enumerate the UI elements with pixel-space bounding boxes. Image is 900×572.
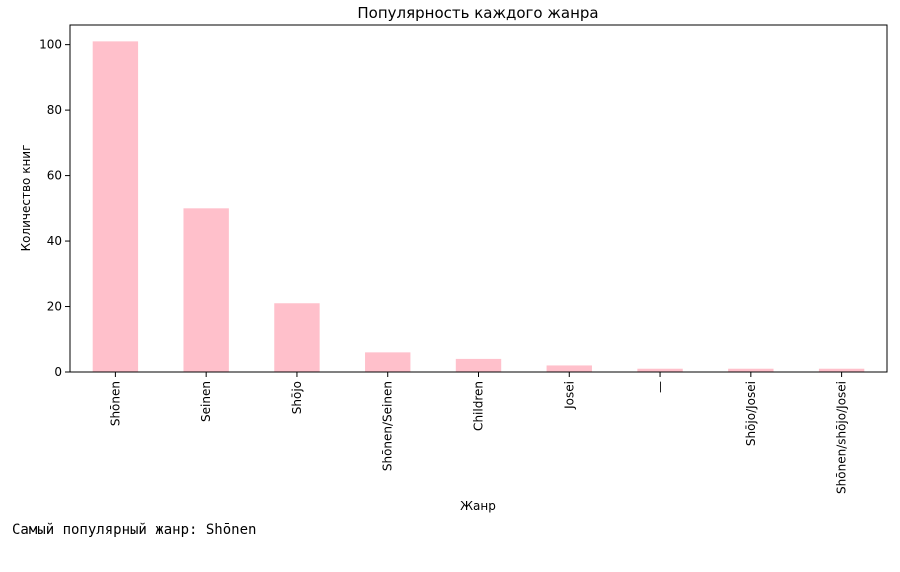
- y-tick-label: 100: [39, 38, 62, 52]
- y-ticks-group: 0 20 40 60 80 100: [39, 38, 70, 379]
- bars-group: [92, 41, 865, 373]
- bar-1: [183, 208, 229, 372]
- y-tick-label: 80: [47, 103, 62, 117]
- bar-3: [365, 352, 411, 372]
- plot-frame: [69, 24, 888, 373]
- x-tick-label: Shōnen: [108, 381, 122, 426]
- bar-2: [274, 303, 320, 372]
- chart-title: Популярность каждого жанра: [357, 4, 598, 22]
- x-tick-label: Shōnen/Seinen: [381, 381, 395, 471]
- x-tick-label: Shōjo/Josei: [744, 381, 758, 446]
- bar-0: [92, 41, 139, 373]
- y-tick-label: 40: [47, 234, 62, 248]
- bar-8: [818, 368, 865, 372]
- x-tick-label: Seinen: [199, 381, 213, 422]
- bar-5: [546, 365, 592, 372]
- x-tick-label: Children: [472, 381, 486, 431]
- x-tick-label: Josei: [562, 381, 576, 410]
- bar-4: [455, 358, 502, 372]
- x-tick-label: —: [653, 381, 667, 393]
- x-tick-label: Shōnen/shōjo/Josei: [835, 381, 849, 494]
- y-tick-label: 60: [47, 169, 62, 183]
- bar-chart: Популярность каждого жанра 020406080100 …: [19, 4, 888, 513]
- y-tick-label: 0: [54, 365, 62, 379]
- x-tick-label: Shōjo: [290, 381, 304, 414]
- y-axis-label: Количество книг: [19, 145, 33, 252]
- x-axis-label: Жанр: [460, 499, 496, 513]
- y-tick-label: 20: [47, 300, 62, 314]
- bar-7: [728, 368, 774, 372]
- bar-6: [637, 368, 683, 372]
- x-ticks-group: Shōnen Seinen Shōjo Shōnen/Seinen Children Jo…: [108, 372, 849, 494]
- most-popular-genre-output: Самый популярный жанр: Shōnen: [12, 522, 257, 538]
